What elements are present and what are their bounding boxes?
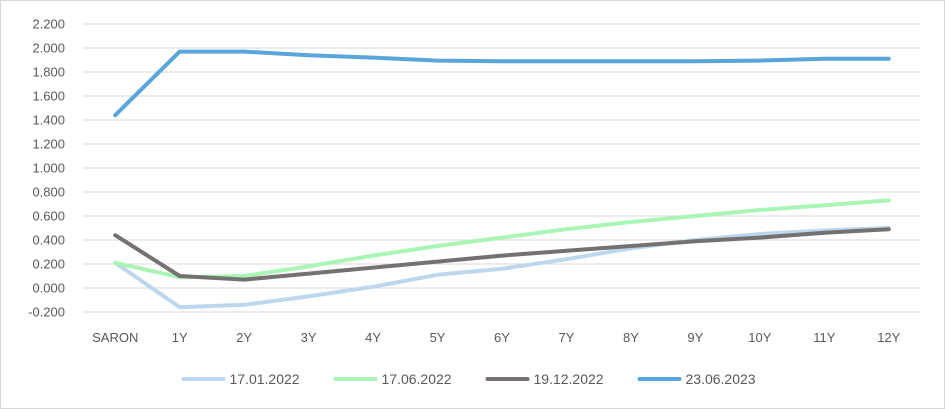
series-lines <box>113 49 891 310</box>
y-tick-label: 1.000 <box>32 161 65 176</box>
y-tick-label: 1.800 <box>32 65 65 80</box>
legend: 17.01.2022 17.06.2022 19.12.2022 23.06.2023 <box>181 371 756 387</box>
y-tick-label: 1.200 <box>32 137 65 152</box>
x-tick-label: 2Y <box>236 330 252 345</box>
x-tick-label: 8Y <box>623 330 639 345</box>
legend-label: 19.12.2022 <box>534 371 604 387</box>
x-tick-label: 7Y <box>559 330 575 345</box>
x-tick-label: SARON <box>92 330 138 345</box>
x-axis-ticks: SARON 1Y 2Y 3Y 4Y 5Y 6Y 7Y 8Y 9Y 10Y 11Y 12Y <box>92 330 901 345</box>
series-line <box>113 198 891 280</box>
x-tick-label: 9Y <box>687 330 703 345</box>
y-tick-label: 0.200 <box>32 257 65 272</box>
y-tick-label: 0.400 <box>32 233 65 248</box>
y-tick-label: 0.600 <box>32 209 65 224</box>
series-line <box>113 227 891 282</box>
series-line <box>113 49 891 118</box>
x-tick-label: 6Y <box>494 330 510 345</box>
y-tick-label: 2.000 <box>32 41 65 56</box>
y-tick-label: 0.800 <box>32 185 65 200</box>
legend-label: 23.06.2023 <box>686 371 756 387</box>
x-tick-label: 5Y <box>430 330 446 345</box>
legend-label: 17.06.2022 <box>382 371 452 387</box>
x-tick-label: 4Y <box>365 330 381 345</box>
gridlines <box>83 23 921 313</box>
y-tick-label: 1.600 <box>32 89 65 104</box>
y-tick-label: -0.200 <box>28 305 65 320</box>
y-tick-label: 0.000 <box>32 281 65 296</box>
y-tick-label: 1.400 <box>32 113 65 128</box>
x-tick-label: 12Y <box>877 330 900 345</box>
x-tick-label: 3Y <box>301 330 317 345</box>
x-tick-label: 10Y <box>748 330 771 345</box>
legend-label: 17.01.2022 <box>230 371 300 387</box>
x-tick-label: 11Y <box>813 330 835 345</box>
x-tick-label: 1Y <box>172 330 188 345</box>
series-line <box>113 226 891 310</box>
y-tick-label: 2.200 <box>32 17 65 32</box>
y-axis-ticks: -0.200 0.000 0.200 0.400 0.600 0.800 1.000 1.20… <box>28 17 65 320</box>
